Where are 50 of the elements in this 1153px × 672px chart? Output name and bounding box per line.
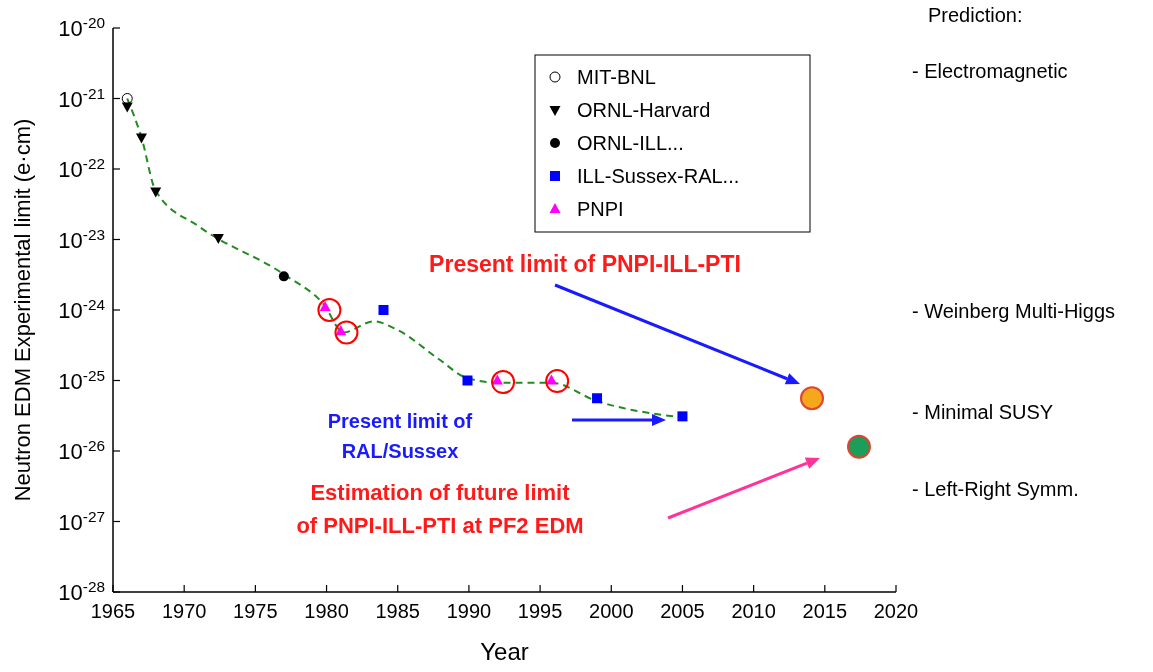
point xyxy=(278,271,289,282)
legend-label: ORNL-Harvard xyxy=(577,99,711,121)
point xyxy=(592,393,603,404)
y-tick-label: 10$^{-21}$ xyxy=(58,84,105,112)
text: - Minimal SUSY xyxy=(912,401,1054,423)
y-tick-label: 10$^{-26}$ xyxy=(58,436,105,464)
y-axis-title: Neutron EDM Experimental limit (e·cm) xyxy=(10,118,35,502)
x-tick-label: 1975 xyxy=(233,600,278,622)
annotation: Estimation of future limit of PNPI-ILL-PTI at PF2 EDM xyxy=(296,480,584,538)
point xyxy=(491,370,516,395)
y-tick-label: 10$^{-20}$ xyxy=(58,13,105,41)
y-tick-label: 10$^{-22}$ xyxy=(58,154,105,182)
x-tick-label: 1970 xyxy=(161,600,207,622)
x-tick-label: 2020 xyxy=(873,600,919,622)
x-tick-label: 2010 xyxy=(731,600,776,622)
x-tick-label: 2005 xyxy=(660,600,705,622)
x-tick-label: 1995 xyxy=(517,600,563,622)
point xyxy=(462,375,473,386)
point xyxy=(212,234,224,245)
x-tick-label: 1990 xyxy=(446,600,492,622)
text: - Electromagnetic xyxy=(912,60,1068,82)
point xyxy=(378,305,389,315)
point xyxy=(150,187,162,198)
y-tick-label: 10$^{-27}$ xyxy=(58,507,105,535)
x-tick-label: 1980 xyxy=(304,600,349,622)
point xyxy=(800,386,825,411)
legend-label: ILL-Sussex-RAL... xyxy=(577,165,740,187)
legend-label: PNPI xyxy=(577,198,624,220)
x-tick-label: 2000 xyxy=(589,600,634,622)
annotation: Present limit of PNPI-ILL-PTI xyxy=(429,251,741,277)
point xyxy=(135,133,147,144)
annotation: Present limit of RAL/Sussex xyxy=(327,410,473,462)
y-tick-label: 10$^{-24}$ xyxy=(58,295,106,323)
x-axis-title: Year xyxy=(480,638,529,665)
point xyxy=(545,369,570,394)
text: - Left-Right Symm. xyxy=(912,478,1079,500)
text: Prediction: xyxy=(928,4,1023,26)
point xyxy=(677,411,688,422)
x-tick-label: 1985 xyxy=(375,600,420,622)
point xyxy=(317,298,342,322)
point xyxy=(846,434,871,459)
point xyxy=(121,93,133,104)
y-tick-label: 10$^{-23}$ xyxy=(58,225,105,253)
x-tick-label: 2015 xyxy=(802,600,848,622)
point xyxy=(334,320,359,345)
point xyxy=(121,102,133,113)
legend-label: ORNL-ILL... xyxy=(577,132,684,154)
y-tick-label: 10$^{-25}$ xyxy=(58,366,105,394)
text: - Weinberg Multi-Higgs xyxy=(912,300,1116,322)
legend-label: MIT-BNL xyxy=(577,66,656,88)
